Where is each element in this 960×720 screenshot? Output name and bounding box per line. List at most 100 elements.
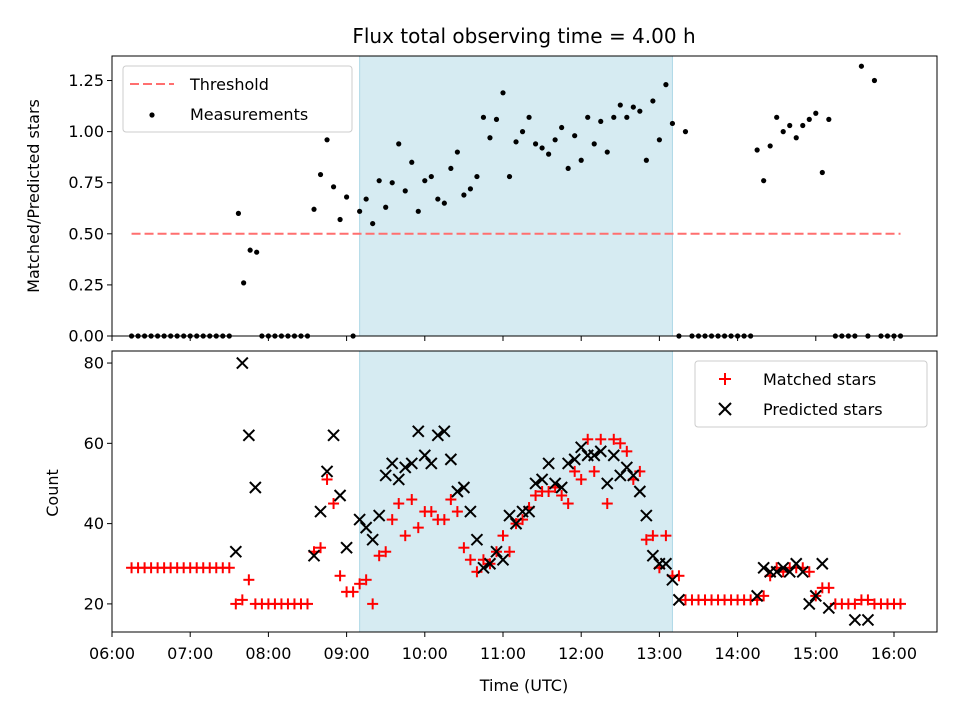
top-shaded-region [359, 55, 673, 337]
predicted-star-point [353, 513, 366, 526]
predicted-star-point [607, 449, 620, 462]
predicted-star-point [783, 565, 796, 578]
x-tick-label: 09:00 [324, 644, 370, 663]
measurement-point [780, 129, 786, 135]
y-tick-label: 0.00 [68, 327, 104, 346]
predicted-star-point [327, 429, 340, 442]
x-tick-label: 10:00 [402, 644, 448, 663]
matched-star-point [647, 530, 659, 542]
matched-star-point [223, 562, 235, 574]
measurement-point [617, 102, 623, 108]
predicted-star-point [627, 469, 640, 482]
predicted-star-point [470, 533, 484, 546]
predicted-star-point [359, 521, 373, 534]
measurement-point [513, 139, 519, 145]
predicted-star-point [242, 429, 256, 442]
matched-star-point [425, 506, 437, 518]
matched-star-point [393, 498, 405, 510]
predicted-star-point [588, 449, 601, 462]
measurement-point [559, 124, 565, 131]
legend-measurements-swatch [149, 112, 155, 118]
predicted-star-point [757, 561, 770, 574]
matched-star-point [601, 498, 613, 510]
matched-star-point [347, 586, 359, 598]
y-tick-label: 1.00 [68, 122, 104, 141]
matched-star-point [412, 522, 424, 534]
measurement-point [402, 188, 408, 194]
matched-star-point [640, 534, 652, 546]
measurement-point [591, 141, 597, 147]
measurement-point [526, 114, 532, 120]
predicted-star-point [796, 565, 809, 578]
predicted-star-point [457, 481, 471, 494]
measurement-point [669, 120, 676, 127]
bottom-x-axis: 06:00 07:00 08:00 09:00 10:00 11:00 12:00 13:00… [89, 632, 917, 663]
measurement-point [370, 220, 376, 227]
predicted-star-point [372, 509, 386, 522]
y-tick-label: 0.25 [68, 275, 104, 294]
predicted-star-point [640, 509, 653, 522]
matched-star-point [406, 494, 418, 506]
y-tick-label: 40 [84, 514, 104, 533]
measurement-point [598, 118, 604, 125]
measurement-point [787, 122, 793, 129]
x-tick-label: 13:00 [636, 644, 682, 663]
matched-star-point [354, 578, 366, 590]
predicted-star-point [555, 481, 568, 494]
predicted-star-point [522, 505, 536, 518]
predicted-star-point [386, 457, 399, 470]
measurement-point [630, 104, 636, 110]
x-tick-label: 16:00 [871, 644, 917, 663]
predicted-star-point [418, 449, 432, 462]
matched-star-point [321, 473, 333, 485]
measurement-point [871, 77, 878, 84]
matched-star-point [823, 582, 835, 594]
y-tick-label: 0.75 [68, 173, 104, 192]
predicted-star-point [451, 485, 464, 498]
predicted-star-point [594, 445, 607, 458]
measurement-point [819, 169, 825, 176]
measurement-point [435, 196, 441, 202]
measurement-point [565, 165, 571, 172]
measurement-point [813, 110, 819, 116]
top-legend-frame [122, 65, 353, 133]
matched-star-point [243, 574, 255, 586]
matched-star-point [660, 530, 672, 542]
measurement-point [572, 133, 578, 139]
y-tick-label: 20 [84, 594, 104, 613]
measurement-point [441, 200, 447, 206]
predicted-star-point [483, 557, 497, 570]
legend-predicted-label: Predicted stars [763, 400, 883, 419]
matched-star-point [230, 598, 242, 610]
predicted-star-point [777, 561, 790, 574]
measurement-point [552, 137, 558, 143]
measurement-point [506, 173, 513, 180]
matched-star-point [451, 506, 463, 518]
predicted-star-point [816, 557, 829, 570]
matched-star-point [530, 490, 542, 502]
measurement-point [422, 178, 428, 184]
bottom-legend-frame [694, 360, 928, 428]
measurement-point [467, 186, 474, 192]
predicted-star-point [366, 533, 379, 546]
measurement-point [767, 143, 773, 149]
predicted-star-point [666, 573, 679, 587]
bottom-shaded-region [359, 350, 673, 633]
matched-star-point [464, 554, 476, 566]
measurement-point [793, 135, 799, 141]
matched-star-point [803, 566, 815, 578]
measurement-point [539, 145, 545, 151]
measurement-point [396, 141, 402, 147]
predicted-star-point [561, 457, 575, 470]
measurement-point [454, 149, 460, 155]
predicted-star-point [392, 473, 405, 486]
measurement-point [826, 116, 832, 122]
predicted-star-point [236, 356, 249, 370]
measurement-point [682, 129, 689, 135]
bottom-y-axis-label: Count [43, 469, 62, 517]
matched-star-point [575, 473, 587, 485]
matched-star-point [438, 514, 450, 526]
measurement-point [761, 178, 767, 184]
matched-star-point [236, 594, 248, 606]
legend-matched-label: Matched stars [763, 370, 876, 389]
